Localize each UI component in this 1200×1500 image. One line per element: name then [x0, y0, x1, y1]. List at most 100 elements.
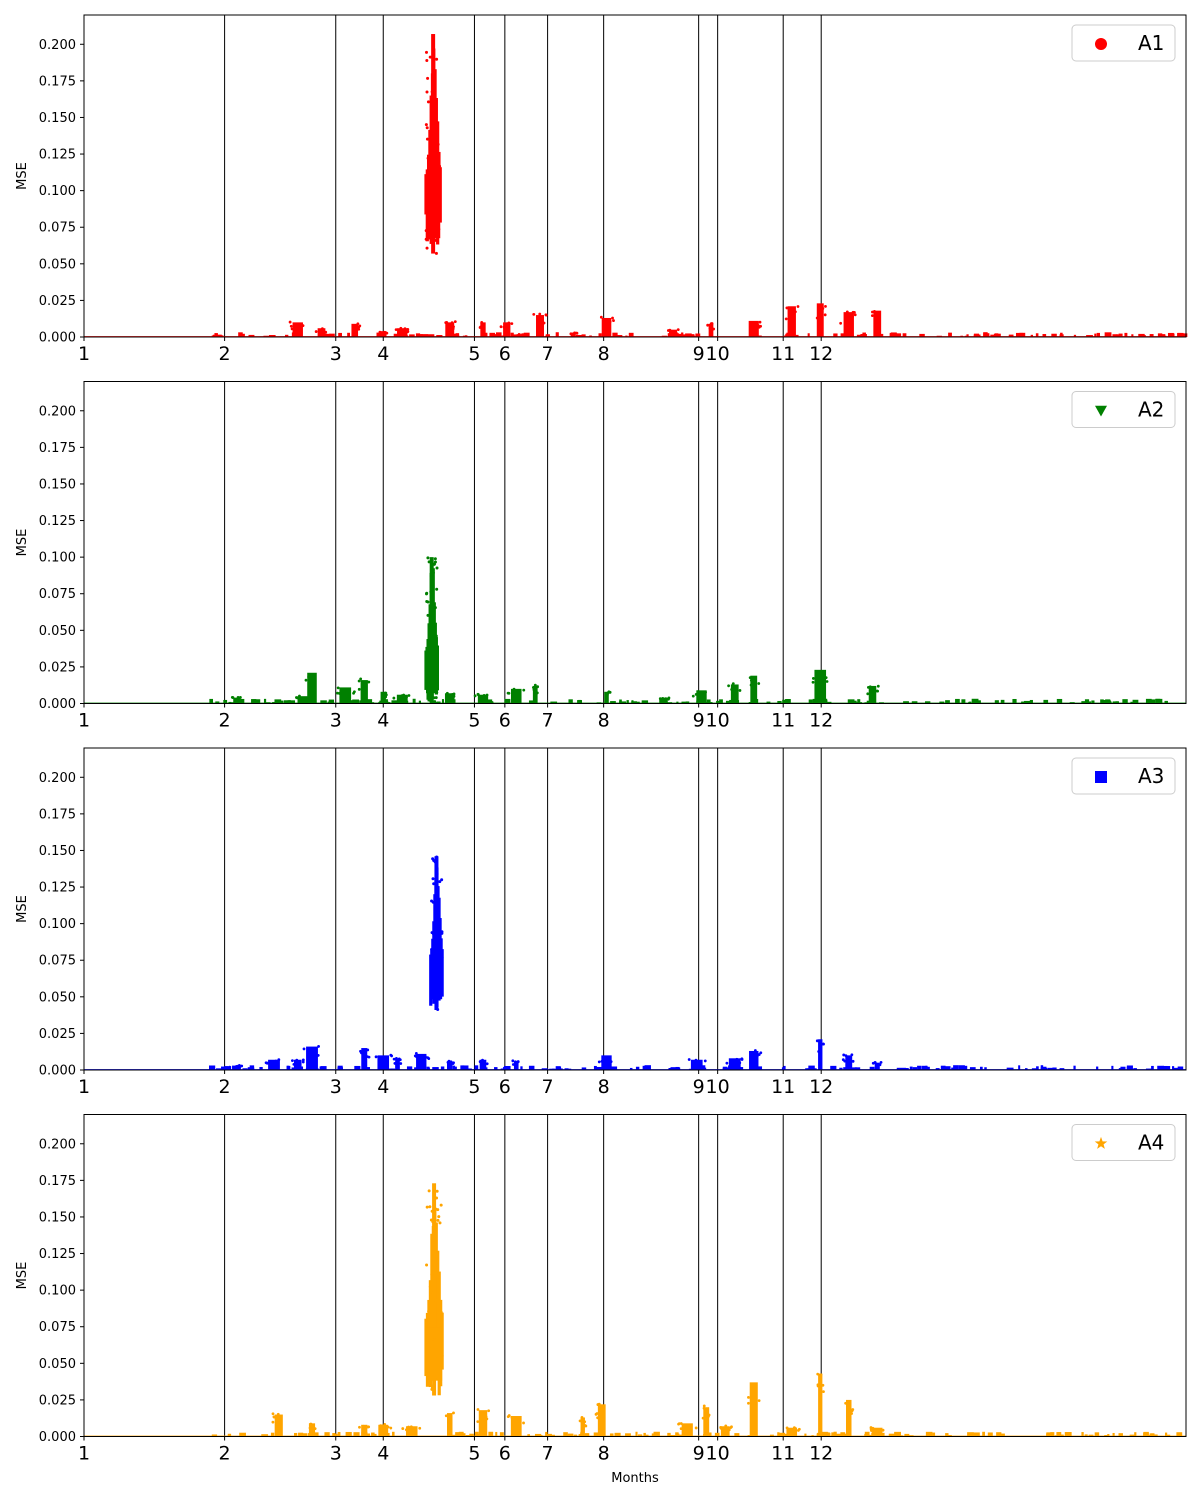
spike-point	[429, 574, 433, 578]
burst-cluster	[749, 1050, 759, 1070]
noise-point	[953, 1065, 959, 1070]
noise-point	[987, 1432, 993, 1437]
noise-point	[1021, 701, 1028, 704]
burst-point	[517, 1418, 521, 1422]
spike-point	[430, 111, 434, 115]
noise-point	[983, 333, 990, 337]
noise-point	[940, 1065, 946, 1070]
burst-point	[378, 1056, 382, 1059]
burst-point	[738, 689, 742, 692]
burst-point	[784, 317, 788, 321]
burst-point	[381, 1055, 385, 1059]
noise-point	[966, 334, 969, 337]
noise-point	[1155, 698, 1163, 704]
noise-point	[495, 1431, 498, 1437]
burst-point	[819, 1043, 823, 1047]
burst-point	[272, 1415, 276, 1419]
burst-cluster	[480, 322, 486, 337]
spike-point	[434, 1357, 438, 1361]
noise-point	[961, 699, 966, 704]
noise-point	[1145, 1434, 1150, 1437]
x-tick-label: 2	[219, 343, 231, 365]
noise-point	[593, 1065, 597, 1070]
x-tick-label: 12	[809, 343, 833, 365]
burst-point	[703, 1415, 707, 1419]
noise-point	[1131, 334, 1134, 337]
noise-point	[611, 1066, 618, 1070]
burst-point	[485, 693, 489, 697]
burst-point	[747, 1395, 750, 1399]
burst-point	[236, 696, 240, 699]
spike-point	[431, 208, 435, 212]
burst-point	[866, 692, 870, 696]
spike-point	[428, 55, 432, 59]
spike-point	[435, 690, 439, 694]
x-tick-label: 10	[706, 343, 730, 365]
noise-point	[350, 702, 356, 704]
x-tick-label: 8	[598, 1076, 610, 1098]
burst-point	[383, 1422, 387, 1426]
noise-point	[1151, 1065, 1154, 1070]
noise-point	[1046, 1433, 1049, 1437]
noise-point	[452, 1065, 456, 1070]
burst-point	[295, 1058, 299, 1062]
burst-cluster	[601, 317, 612, 337]
burst-point	[289, 324, 293, 328]
noise-point	[465, 1435, 472, 1437]
burst-point	[347, 689, 350, 693]
noise-point	[220, 335, 224, 337]
noise-point	[888, 1433, 895, 1437]
noise-point	[280, 700, 284, 704]
noise-point	[854, 1067, 861, 1070]
noise-point	[794, 334, 799, 337]
burst-point	[735, 1057, 739, 1061]
noise-point	[390, 1068, 396, 1070]
noise-point	[251, 699, 255, 704]
noise-point	[625, 335, 628, 337]
burst-point	[378, 330, 382, 334]
burst-point	[710, 322, 714, 325]
spike-point	[424, 237, 428, 241]
burst-point	[357, 679, 361, 683]
noise-point	[320, 700, 327, 704]
spike-point	[429, 1339, 433, 1343]
burst-cluster	[274, 1414, 283, 1437]
burst-point	[444, 1414, 448, 1418]
x-tick-label: 12	[809, 1076, 833, 1098]
noise-point	[335, 1433, 338, 1437]
noise-point	[847, 699, 855, 704]
spike-point	[435, 1350, 439, 1354]
noise-point	[626, 700, 629, 704]
spike-point	[425, 126, 429, 130]
burst-point	[597, 1060, 601, 1064]
burst-cluster	[503, 322, 511, 337]
burst-point	[389, 1426, 393, 1430]
noise-point	[982, 1431, 985, 1437]
spike-point	[432, 225, 436, 229]
noise-point	[726, 1068, 729, 1070]
y-tick-label: 0.025	[39, 1393, 76, 1408]
noise-point	[609, 1433, 613, 1437]
noise-point	[619, 699, 622, 704]
burst-point	[816, 1372, 820, 1376]
noise-point	[386, 702, 391, 704]
noise-point	[274, 699, 282, 704]
burst-cluster	[845, 1055, 853, 1070]
noise-point	[996, 1432, 1002, 1437]
noise-point	[1173, 1067, 1181, 1070]
noise-point	[1056, 698, 1063, 704]
noise-point	[559, 1068, 563, 1070]
axes-frame	[83, 747, 1187, 1071]
burst-cluster	[874, 1062, 880, 1070]
burst-point	[874, 318, 878, 322]
burst-point	[381, 695, 385, 699]
spike-point	[434, 948, 438, 952]
burst-point	[452, 325, 455, 329]
burst-point	[276, 1412, 280, 1416]
noise-point	[993, 333, 1001, 337]
noise-point	[528, 700, 536, 704]
spike-point	[435, 1254, 439, 1258]
burst-point	[815, 1039, 819, 1043]
burst-point	[747, 1401, 750, 1405]
burst-point	[753, 1401, 757, 1405]
